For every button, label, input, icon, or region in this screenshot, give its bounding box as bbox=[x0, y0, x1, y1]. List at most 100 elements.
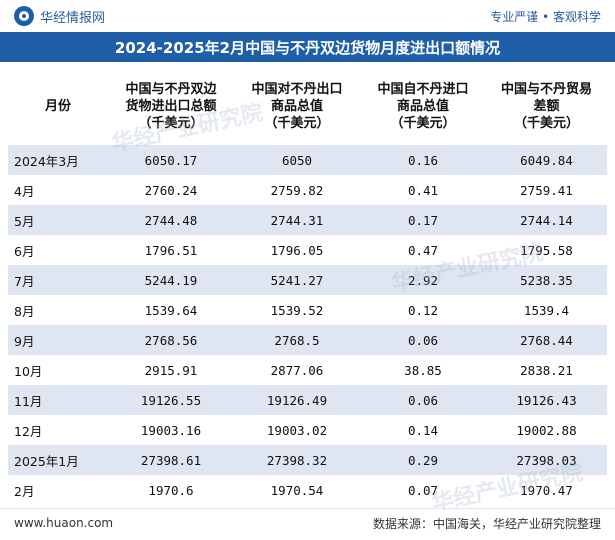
header-import: 中国自不丹进口 商品总值 （千美元） bbox=[360, 67, 486, 145]
huajing-logo-icon bbox=[14, 6, 34, 26]
brand-name: 华经情报网 bbox=[40, 10, 106, 26]
slogan: 专业严谨 • 客观科学 bbox=[490, 9, 601, 24]
table-row: 5月 2744.48 2744.31 0.17 2744.14 bbox=[8, 205, 607, 235]
value-cell: 1795.58 bbox=[486, 235, 607, 265]
value-cell: 2838.21 bbox=[486, 355, 607, 385]
month-cell: 6月 bbox=[8, 235, 108, 265]
header-line: 商品总值 bbox=[396, 98, 449, 114]
value-cell: 1970.54 bbox=[234, 475, 360, 505]
value-cell: 1796.51 bbox=[108, 235, 234, 265]
header-line: 商品总值 bbox=[270, 98, 323, 114]
month-cell: 2024年3月 bbox=[8, 145, 108, 175]
value-cell: 27398.03 bbox=[486, 445, 607, 475]
table-row: 8月 1539.64 1539.52 0.12 1539.4 bbox=[8, 295, 607, 325]
value-cell: 2768.56 bbox=[108, 325, 234, 355]
table-row: 10月 2915.91 2877.06 38.85 2838.21 bbox=[8, 355, 607, 385]
value-cell: 0.16 bbox=[360, 145, 486, 175]
month-cell: 2025年1月 bbox=[8, 445, 108, 475]
footer: www.huaon.com 数据来源：中国海关，华经产业研究院整理 bbox=[0, 508, 615, 537]
value-cell: 27398.61 bbox=[108, 445, 234, 475]
month-cell: 4月 bbox=[8, 175, 108, 205]
header-balance: 中国与不丹贸易 差额 （千美元） bbox=[486, 67, 607, 145]
month-cell: 2月 bbox=[8, 475, 108, 505]
table-row: 4月 2760.24 2759.82 0.41 2759.41 bbox=[8, 175, 607, 205]
value-cell: 2759.82 bbox=[234, 175, 360, 205]
month-cell: 9月 bbox=[8, 325, 108, 355]
table-header-row: 月份 中国与不丹双边 货物进出口总额 （千美元） 中国对不丹出口 商品总值 （千… bbox=[8, 67, 607, 145]
value-cell: 2768.44 bbox=[486, 325, 607, 355]
top-bar: 华经情报网 专业严谨 • 客观科学 bbox=[0, 0, 615, 32]
header-month: 月份 bbox=[8, 67, 108, 145]
value-cell: 2759.41 bbox=[486, 175, 607, 205]
header-line: 中国与不丹贸易 bbox=[500, 81, 592, 97]
value-cell: 0.06 bbox=[360, 325, 486, 355]
value-cell: 2760.24 bbox=[108, 175, 234, 205]
site-url[interactable]: www.huaon.com bbox=[14, 516, 114, 530]
value-cell: 6050 bbox=[234, 145, 360, 175]
table-row: 7月 5244.19 5241.27 2.92 5238.35 bbox=[8, 265, 607, 295]
month-cell: 11月 bbox=[8, 385, 108, 415]
value-cell: 0.47 bbox=[360, 235, 486, 265]
header-line: 月份 bbox=[44, 98, 71, 114]
month-cell: 8月 bbox=[8, 295, 108, 325]
header-line: （千美元） bbox=[264, 115, 330, 131]
value-cell: 1539.4 bbox=[486, 295, 607, 325]
value-cell: 1539.64 bbox=[108, 295, 234, 325]
value-cell: 19126.43 bbox=[486, 385, 607, 415]
month-cell: 12月 bbox=[8, 415, 108, 445]
value-cell: 27398.32 bbox=[234, 445, 360, 475]
value-cell: 0.06 bbox=[360, 385, 486, 415]
value-cell: 0.14 bbox=[360, 415, 486, 445]
value-cell: 2915.91 bbox=[108, 355, 234, 385]
page-title: 2024-2025年2月中国与不丹双边货物月度进出口额情况 bbox=[0, 32, 615, 62]
value-cell: 2.92 bbox=[360, 265, 486, 295]
value-cell: 1539.52 bbox=[234, 295, 360, 325]
month-cell: 5月 bbox=[8, 205, 108, 235]
header-line: （千美元） bbox=[513, 115, 579, 131]
table-row: 2024年3月 6050.17 6050 0.16 6049.84 bbox=[8, 145, 607, 175]
trade-table: 月份 中国与不丹双边 货物进出口总额 （千美元） 中国对不丹出口 商品总值 （千… bbox=[8, 67, 607, 505]
header-line: （千美元） bbox=[138, 115, 204, 131]
value-cell: 0.17 bbox=[360, 205, 486, 235]
value-cell: 2744.31 bbox=[234, 205, 360, 235]
header-total: 中国与不丹双边 货物进出口总额 （千美元） bbox=[108, 67, 234, 145]
header-line: （千美元） bbox=[390, 115, 456, 131]
table-row: 12月 19003.16 19003.02 0.14 19002.88 bbox=[8, 415, 607, 445]
table-row: 2025年1月 27398.61 27398.32 0.29 27398.03 bbox=[8, 445, 607, 475]
header-line: 差额 bbox=[533, 98, 560, 114]
value-cell: 2877.06 bbox=[234, 355, 360, 385]
table-row: 6月 1796.51 1796.05 0.47 1795.58 bbox=[8, 235, 607, 265]
value-cell: 1970.6 bbox=[108, 475, 234, 505]
table-row: 9月 2768.56 2768.5 0.06 2768.44 bbox=[8, 325, 607, 355]
table-row: 11月 19126.55 19126.49 0.06 19126.43 bbox=[8, 385, 607, 415]
brand: 华经情报网 bbox=[14, 6, 105, 26]
month-cell: 7月 bbox=[8, 265, 108, 295]
value-cell: 19126.49 bbox=[234, 385, 360, 415]
header-export: 中国对不丹出口 商品总值 （千美元） bbox=[234, 67, 360, 145]
value-cell: 2744.48 bbox=[108, 205, 234, 235]
value-cell: 2744.14 bbox=[486, 205, 607, 235]
header-line: 货物进出口总额 bbox=[125, 98, 217, 114]
header-line: 中国与不丹双边 bbox=[125, 81, 217, 97]
value-cell: 38.85 bbox=[360, 355, 486, 385]
value-cell: 0.41 bbox=[360, 175, 486, 205]
value-cell: 6050.17 bbox=[108, 145, 234, 175]
header-line: 中国对不丹出口 bbox=[251, 81, 343, 97]
month-cell: 10月 bbox=[8, 355, 108, 385]
header-line: 中国自不丹进口 bbox=[377, 81, 469, 97]
value-cell: 19003.16 bbox=[108, 415, 234, 445]
value-cell: 0.29 bbox=[360, 445, 486, 475]
value-cell: 6049.84 bbox=[486, 145, 607, 175]
value-cell: 5238.35 bbox=[486, 265, 607, 295]
value-cell: 1796.05 bbox=[234, 235, 360, 265]
value-cell: 19003.02 bbox=[234, 415, 360, 445]
value-cell: 19002.88 bbox=[486, 415, 607, 445]
value-cell: 0.12 bbox=[360, 295, 486, 325]
value-cell: 5241.27 bbox=[234, 265, 360, 295]
data-source: 数据来源：中国海关，华经产业研究院整理 bbox=[372, 516, 601, 531]
table-row: 2月 1970.6 1970.54 0.07 1970.47 bbox=[8, 475, 607, 505]
value-cell: 19126.55 bbox=[108, 385, 234, 415]
value-cell: 0.07 bbox=[360, 475, 486, 505]
value-cell: 2768.5 bbox=[234, 325, 360, 355]
value-cell: 5244.19 bbox=[108, 265, 234, 295]
